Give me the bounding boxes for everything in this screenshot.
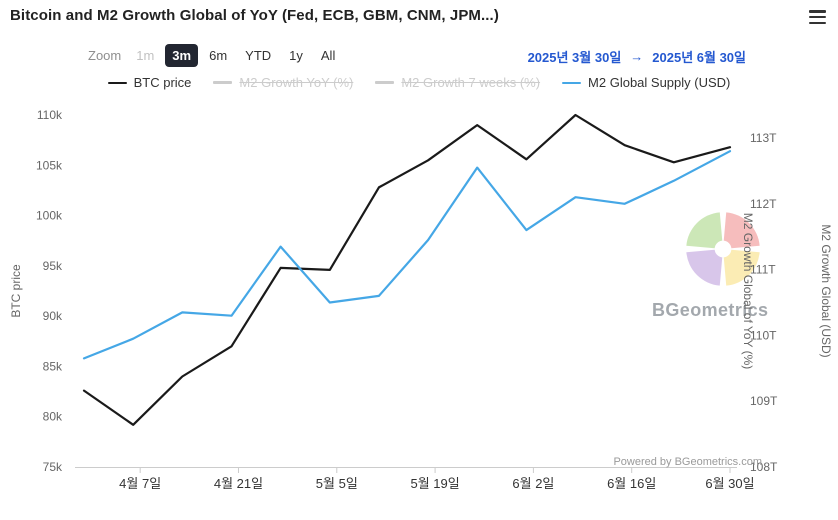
right-axis-tick-label: 113T (750, 131, 777, 145)
series-line-1[interactable] (82, 150, 732, 360)
left-axis-tick-label: 100k (36, 209, 63, 223)
left-axis-tick-label: 75k (43, 460, 63, 474)
left-axis-tick-label: 90k (43, 309, 63, 323)
zoom-button-6m[interactable]: 6m (202, 44, 234, 67)
chart-legend: BTC price M2 Growth YoY (%) M2 Growth 7 we… (0, 75, 838, 90)
x-tick-label: 5월 19일 (410, 476, 459, 491)
legend-item-0[interactable]: BTC price (107, 75, 192, 90)
hamburger-icon (809, 10, 826, 13)
left-axis-tick-label: 80k (43, 410, 63, 424)
legend-line-icon (107, 81, 127, 84)
hamburger-icon (809, 15, 826, 19)
right-inner-axis-title: M2 Growth Global of YoY (%) (741, 213, 755, 370)
legend-item-1[interactable]: M2 Growth YoY (%) (213, 75, 353, 90)
right-axis-tick-label: 110T (750, 328, 777, 342)
x-tick-label: 4월 7일 (119, 476, 161, 491)
zoom-button-1y[interactable]: 1y (282, 44, 310, 67)
chart-menu-button[interactable] (809, 10, 826, 24)
legend-line-icon (562, 81, 582, 84)
date-from-input[interactable]: 2025년 3월 30일 (527, 50, 622, 65)
zoom-button-3m[interactable]: 3m (165, 44, 199, 67)
arrow-right-icon: → (630, 49, 644, 64)
left-axis-tick-label: 105k (36, 158, 63, 172)
page-title: Bitcoin and M2 Growth Global of YoY (Fed… (10, 7, 499, 24)
left-axis-tick-label: 95k (43, 259, 63, 273)
left-axis-tick-label: 110k (37, 108, 63, 122)
x-tick-label: 4월 21일 (214, 476, 263, 491)
legend-line-icon (375, 81, 395, 84)
zoom-button-1m[interactable]: 1m (129, 44, 161, 67)
zoom-buttons: 1m 3m 6m YTD 1y All (129, 44, 342, 67)
left-axis-title: BTC price (9, 264, 23, 318)
x-tick-label: 6월 2일 (512, 476, 554, 491)
legend-label: M2 Growth YoY (%) (239, 75, 354, 90)
bgeometrics-logo-icon (684, 210, 762, 293)
powered-by-link[interactable]: Powered by BGeometrics.com (613, 456, 762, 468)
right-axis-tick-label: 111T (750, 263, 776, 277)
legend-label: M2 Growth 7 weeks (%) (401, 75, 541, 90)
range-selector: Zoom 1m 3m 6m YTD 1y All (88, 44, 342, 67)
bgeometrics-watermark: BGeometrics (652, 300, 769, 320)
legend-label: BTC price (133, 75, 192, 90)
x-tick-label: 6월 30일 (705, 476, 754, 491)
right-axis-tick-label: 108T (750, 460, 778, 474)
left-axis-tick-label: 85k (43, 359, 63, 373)
series-line-0[interactable] (82, 113, 732, 426)
zoom-label: Zoom (88, 48, 122, 63)
zoom-button-all[interactable]: All (314, 44, 342, 67)
legend-label: M2 Global Supply (USD) (588, 75, 731, 90)
right-axis-tick-label: 109T (750, 394, 778, 408)
chart-plot-area[interactable]: 4월 7일 4월 21일 5월 5일 5월 19일 6월 2일 6월 16일 6월 30일 7… (0, 96, 838, 508)
legend-item-2[interactable]: M2 Growth 7 weeks (%) (375, 75, 540, 90)
hamburger-icon (809, 21, 826, 24)
legend-line-icon (213, 81, 233, 84)
date-range: 2025년 3월 30일 → 2025년 6월 30일 (528, 47, 746, 66)
legend-item-3[interactable]: M2 Global Supply (USD) (562, 75, 730, 90)
zoom-button-ytd[interactable]: YTD (238, 44, 278, 67)
x-tick-label: 6월 16일 (607, 476, 656, 491)
x-tick-label: 5월 5일 (316, 476, 358, 491)
right-axis-title: M2 Growth Global (USD) (819, 224, 833, 357)
right-axis-tick-label: 112T (750, 197, 777, 211)
date-to-input[interactable]: 2025년 6월 30일 (652, 50, 746, 65)
